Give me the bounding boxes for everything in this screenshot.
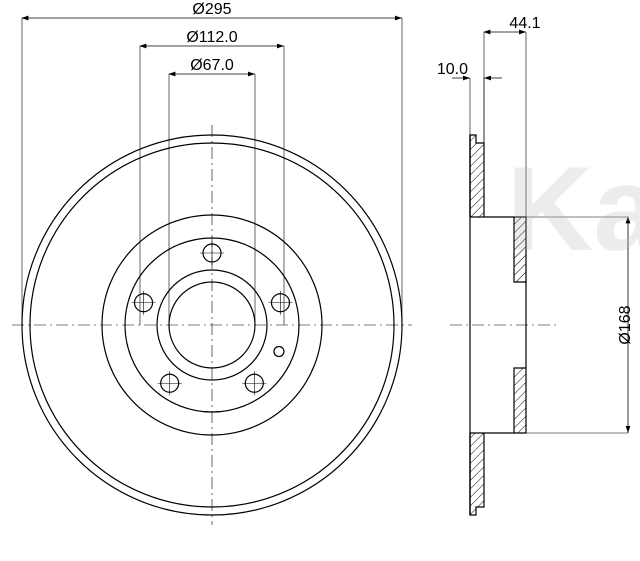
technical-drawing: Ø295 Ø112.0 Ø67.0 10.0 44.1 Ø168 <box>0 0 640 561</box>
dimension-label: Ø112.0 <box>186 29 237 46</box>
front-view <box>12 125 412 525</box>
dimension-label: Ø168 <box>617 305 634 344</box>
dimension-label: Ø295 <box>192 1 231 18</box>
side-view <box>450 135 556 515</box>
locator-pin <box>274 347 284 357</box>
dimension-label: 10.0 <box>437 61 468 78</box>
dimensions: Ø295 Ø112.0 Ø67.0 10.0 44.1 Ø168 <box>22 1 634 433</box>
dimension-label: 44.1 <box>509 15 540 32</box>
dimension-label: Ø67.0 <box>190 57 234 74</box>
